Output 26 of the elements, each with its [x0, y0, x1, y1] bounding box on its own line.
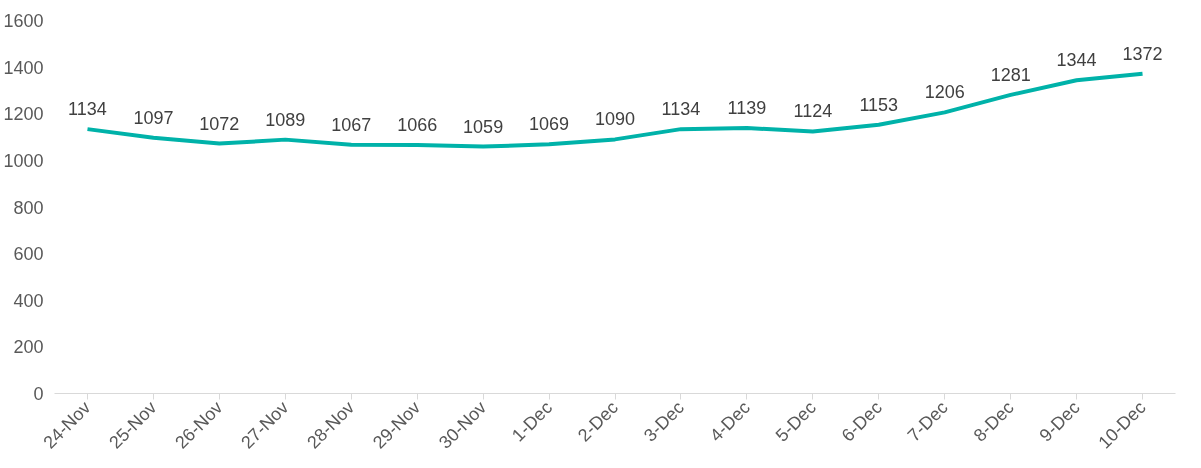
data-label: 1134	[68, 99, 107, 120]
data-label: 1206	[924, 82, 965, 103]
y-tick-label: 600	[13, 244, 44, 265]
y-tick-label: 200	[13, 337, 44, 358]
data-label: 1124	[793, 101, 833, 122]
data-label: 1139	[727, 97, 767, 118]
data-label: 1281	[990, 64, 1031, 85]
data-label: 1153	[859, 94, 899, 115]
y-tick-label: 400	[13, 290, 44, 311]
data-label: 1097	[133, 107, 174, 128]
data-label: 1134	[661, 99, 701, 120]
data-label: 1072	[199, 113, 240, 134]
y-tick-label: 800	[13, 197, 44, 218]
y-tick-label: 1600	[3, 11, 44, 31]
data-label: 1089	[265, 109, 306, 130]
data-label: 1059	[463, 116, 504, 137]
data-label: 1067	[331, 114, 372, 135]
y-tick-label: 1400	[3, 57, 44, 78]
y-tick-label: 1000	[3, 150, 44, 171]
y-tick-label: 1200	[3, 104, 44, 125]
data-label: 1069	[529, 114, 570, 135]
data-label: 1344	[1056, 50, 1097, 71]
data-label: 1372	[1122, 43, 1163, 64]
data-label: 1090	[594, 109, 636, 130]
y-tick-label: 0	[33, 384, 44, 404]
data-label: 1066	[397, 115, 438, 135]
